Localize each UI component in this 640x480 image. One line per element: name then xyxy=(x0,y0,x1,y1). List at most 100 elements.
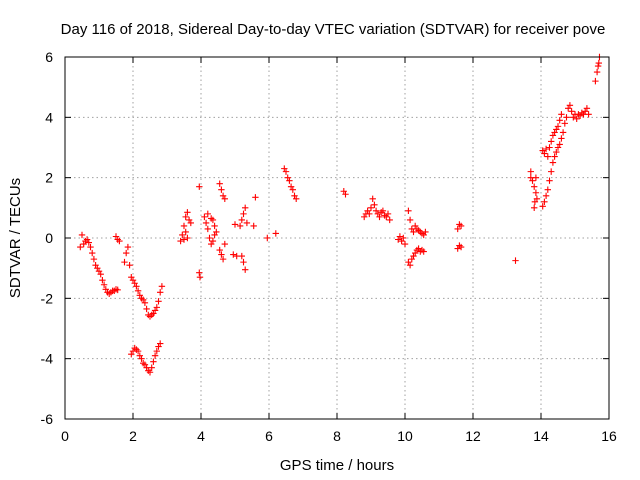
data-point xyxy=(585,111,592,118)
data-point xyxy=(551,153,558,160)
plot-frame xyxy=(64,56,610,420)
data-point xyxy=(219,255,227,263)
data-point xyxy=(410,228,417,236)
data-point xyxy=(289,186,296,193)
data-point xyxy=(121,258,128,266)
data-point xyxy=(558,135,565,142)
data-point xyxy=(293,195,300,202)
data-point xyxy=(286,177,293,184)
data-point xyxy=(531,204,538,212)
data-point xyxy=(272,230,279,237)
data-point xyxy=(184,209,191,216)
data-point xyxy=(114,286,121,294)
data-point xyxy=(457,243,465,251)
data-point xyxy=(592,77,599,85)
data-point xyxy=(221,195,228,202)
data-point xyxy=(97,271,104,278)
data-point xyxy=(177,237,184,245)
data-point xyxy=(221,240,228,248)
data-point xyxy=(158,283,166,290)
data-point xyxy=(406,261,414,269)
data-point xyxy=(153,304,160,311)
data-point xyxy=(204,210,211,218)
data-point xyxy=(379,207,387,215)
data-point xyxy=(216,180,223,187)
data-point xyxy=(89,249,96,257)
data-point xyxy=(376,213,383,221)
data-point xyxy=(371,201,378,209)
y-tick-label: -6 xyxy=(41,411,54,427)
data-point xyxy=(209,237,217,245)
data-point xyxy=(184,234,191,242)
data-point xyxy=(202,219,210,227)
data-point xyxy=(533,195,541,202)
data-point xyxy=(151,352,159,359)
y-tick-label: -2 xyxy=(41,290,54,306)
x-tick-label: 10 xyxy=(397,428,413,444)
data-point xyxy=(201,213,208,221)
data-point xyxy=(396,233,404,240)
data-point xyxy=(196,269,203,276)
data-point xyxy=(134,347,142,355)
data-point xyxy=(157,340,164,347)
data-point xyxy=(208,215,215,222)
data-point xyxy=(563,114,570,121)
data-point xyxy=(544,153,551,160)
data-point xyxy=(231,221,239,228)
data-point xyxy=(99,277,106,284)
data-point xyxy=(230,251,237,258)
x-tick-label: 14 xyxy=(533,428,549,444)
data-point xyxy=(211,222,218,230)
data-point xyxy=(196,274,204,281)
x-tick-label: 8 xyxy=(333,428,341,444)
data-point xyxy=(556,117,563,124)
data-point xyxy=(100,281,108,288)
data-point xyxy=(116,237,123,245)
data-point xyxy=(218,186,225,193)
data-point xyxy=(539,203,546,210)
data-point xyxy=(549,159,557,166)
data-point xyxy=(240,258,247,266)
data-points xyxy=(77,53,603,376)
data-point xyxy=(123,249,130,257)
data-point xyxy=(77,243,84,251)
data-point xyxy=(561,120,568,127)
data-point xyxy=(532,189,540,196)
data-point xyxy=(187,219,194,227)
data-point xyxy=(155,298,162,305)
data-point xyxy=(150,358,157,365)
data-point xyxy=(558,111,565,118)
data-point xyxy=(594,62,602,70)
data-point xyxy=(250,222,257,230)
data-point xyxy=(529,177,536,184)
x-tick-label: 16 xyxy=(601,428,617,444)
data-point xyxy=(243,219,251,227)
data-point xyxy=(134,287,142,294)
x-tick-label: 4 xyxy=(197,428,205,444)
data-point xyxy=(546,144,553,151)
data-point xyxy=(542,145,550,153)
data-point xyxy=(541,150,548,157)
data-point xyxy=(242,266,249,273)
data-point xyxy=(367,204,375,212)
data-point xyxy=(148,364,155,371)
data-point xyxy=(218,251,225,258)
data-point xyxy=(527,168,534,175)
y-tick-label: 0 xyxy=(45,230,53,246)
data-point xyxy=(457,222,465,230)
data-point xyxy=(405,207,412,215)
data-point xyxy=(78,231,86,239)
data-point xyxy=(532,174,540,181)
data-point xyxy=(400,234,407,242)
data-point xyxy=(90,255,98,263)
x-tick-label: 0 xyxy=(61,428,69,444)
data-point xyxy=(420,248,427,255)
data-point xyxy=(196,183,203,190)
data-point xyxy=(554,123,562,130)
data-point xyxy=(542,192,550,199)
data-point xyxy=(157,289,164,296)
data-point xyxy=(153,347,160,355)
data-point xyxy=(386,216,393,224)
data-point xyxy=(236,222,244,230)
